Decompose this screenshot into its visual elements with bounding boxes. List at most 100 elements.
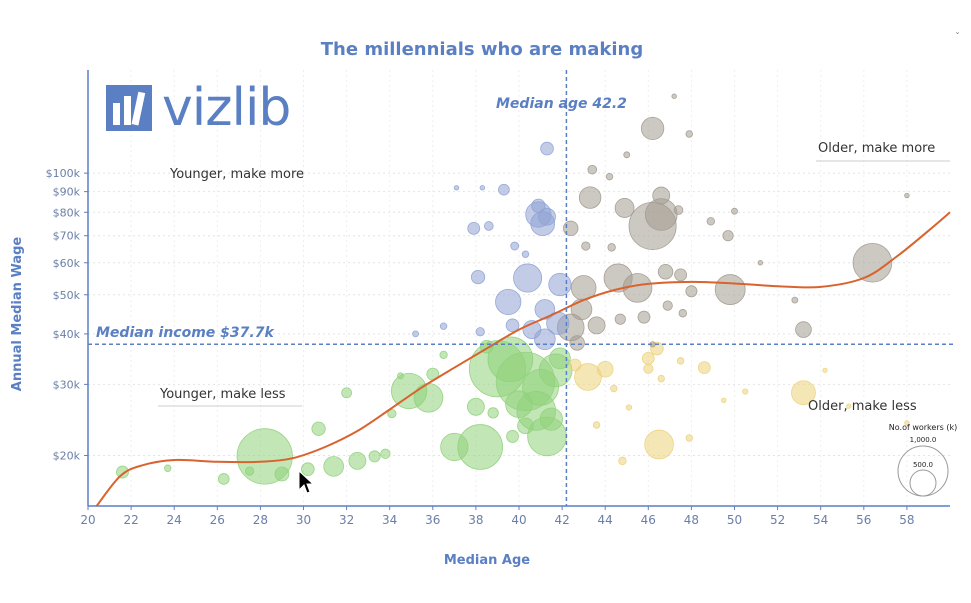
vizlib-logo-wordmark: vizlib (162, 78, 291, 138)
bubble-younger_less-14 (413, 382, 444, 413)
bubble-younger_less-24 (505, 390, 533, 418)
bubble-younger_more-42 (538, 207, 556, 226)
bubble-younger_less-32 (506, 430, 519, 443)
bubble-younger_less-29 (549, 347, 571, 370)
quadrant-label-top-right: Older, make more (818, 141, 935, 156)
x-tick-label-3: 26 (210, 513, 225, 527)
y-tick-label-6: $80k (53, 206, 81, 219)
bubble-younger_more-49 (495, 288, 522, 316)
bubble-older_less-107 (610, 384, 618, 393)
x-tick-label-11: 42 (554, 513, 569, 527)
bubble-younger_less-22 (487, 336, 534, 383)
x-tick-label-16: 52 (770, 513, 785, 527)
size-legend-label-large: 1,000.0 (910, 436, 937, 444)
y-tick-label-5: $70k (53, 230, 81, 243)
bubble-older_less-109 (592, 421, 601, 429)
bubble-older_less-118 (904, 420, 910, 426)
x-tick-labels: 20 22 24 26 28 30 32 34 36 38 40 42 44 46 48 50 52 54 56 58 (80, 506, 915, 527)
bubble-younger_more-46 (510, 241, 520, 251)
bubble-younger_more-48 (513, 263, 543, 293)
y-tick-label-0: $20k (53, 450, 81, 463)
x-tick-label-6: 32 (339, 513, 354, 527)
bubble-younger_less-17 (440, 432, 469, 462)
bubble-older_less-116 (822, 367, 828, 373)
bubble-older_less-115 (791, 380, 816, 406)
bubble-older_more-77 (731, 207, 738, 215)
quadrant-label-bottom-left: Younger, make less (159, 387, 286, 402)
bubble-younger_less-0 (116, 465, 129, 479)
bubble-younger_more-51 (534, 299, 556, 320)
bubble-older_more-75 (706, 217, 715, 226)
bubble-younger_less-33 (439, 350, 448, 359)
corner-glyph: ˇ (955, 31, 960, 43)
bubble-older_more-79 (852, 242, 893, 283)
bubble-older_less-110 (644, 429, 674, 460)
bubble-older_more-64 (587, 164, 598, 175)
bubble-younger_more-39 (479, 185, 486, 191)
bubbles-layer (116, 93, 910, 485)
x-tick-label-7: 34 (382, 513, 397, 527)
bubble-older_less-114 (721, 397, 727, 403)
bubble-younger_more-47 (521, 250, 530, 258)
bubble-older_less-104 (676, 357, 685, 365)
bubble-older_more-95 (795, 321, 812, 338)
bubble-younger_less-19 (466, 397, 485, 416)
quadrant-label-bottom-left-box: Younger, make less (158, 387, 302, 407)
bubble-older_more-92 (637, 310, 651, 324)
bubble-younger_less-20 (487, 407, 499, 419)
size-legend-title: No.of workers (k) (889, 423, 957, 432)
trend-line (95, 211, 951, 507)
bubble-older_less-111 (618, 456, 627, 466)
bubble-older_more-85 (674, 268, 688, 282)
bubble-younger_more-43 (467, 221, 481, 235)
bubble-older_more-96 (791, 296, 799, 304)
bubble-older_more-68 (614, 198, 635, 218)
size-legend: No.of workers (k) 1,000.0 500.0 (889, 423, 957, 497)
x-tick-label-17: 54 (813, 513, 828, 527)
bubble-younger_less-10 (368, 450, 381, 463)
median-income-label: Median income $37.7k (96, 325, 275, 341)
x-tick-label-4: 28 (253, 513, 268, 527)
bubble-older_more-86 (714, 274, 746, 305)
size-legend-circle-small (909, 469, 937, 497)
bubble-younger_more-45 (470, 269, 486, 285)
quadrant-label-bottom-right: Older, make less (808, 399, 917, 414)
y-tick-label-8: $100k (46, 167, 81, 180)
mouse-cursor-icon (298, 470, 314, 494)
bubble-older_more-84 (657, 264, 674, 280)
x-tick-label-9: 38 (468, 513, 483, 527)
bubble-older_more-94 (678, 309, 687, 318)
bubble-older_more-89 (587, 316, 606, 335)
bubble-younger_more-37 (540, 141, 554, 156)
bubble-younger_more-50 (548, 272, 572, 297)
bubble-younger_less-16 (387, 408, 397, 419)
x-axis-label: Median Age (444, 553, 530, 568)
bubble-older_less-100 (596, 360, 614, 378)
x-tick-label-14: 48 (684, 513, 699, 527)
size-legend-label-small: 500.0 (913, 461, 933, 469)
x-tick-label-10: 40 (511, 513, 526, 527)
chart-title: The millennials who are making (321, 39, 643, 60)
bubble-older_more-76 (722, 230, 734, 242)
bubble-older_more-87 (685, 285, 698, 298)
x-tick-label-13: 46 (641, 513, 656, 527)
bubble-older_less-101 (568, 358, 582, 372)
bubble-younger_more-38 (498, 183, 510, 196)
bubble-younger_less-5 (274, 466, 290, 482)
bubble-younger_more-59 (453, 185, 460, 191)
bubble-older_more-97 (569, 335, 585, 351)
y-tick-labels: $20k $30k $40k $50k $60k $70k $80k $90k $100k (46, 167, 88, 463)
x-tick-label-1: 22 (123, 513, 138, 527)
size-legend-circle-large (897, 445, 949, 497)
quadrant-label-top-right-box: Older, make more (816, 141, 950, 162)
bubble-older_less-108 (625, 404, 633, 411)
bubble-older_more-62 (685, 130, 693, 138)
x-tick-label-12: 44 (598, 513, 613, 527)
bubble-younger_more-55 (505, 318, 520, 333)
bubble-older_more-73 (581, 241, 591, 251)
bubble-older_less-113 (742, 388, 749, 395)
bubble-older_less-105 (697, 361, 711, 375)
x-tick-label-2: 24 (167, 513, 182, 527)
y-tick-label-2: $40k (53, 328, 81, 341)
bubble-younger_less-1 (164, 464, 172, 472)
